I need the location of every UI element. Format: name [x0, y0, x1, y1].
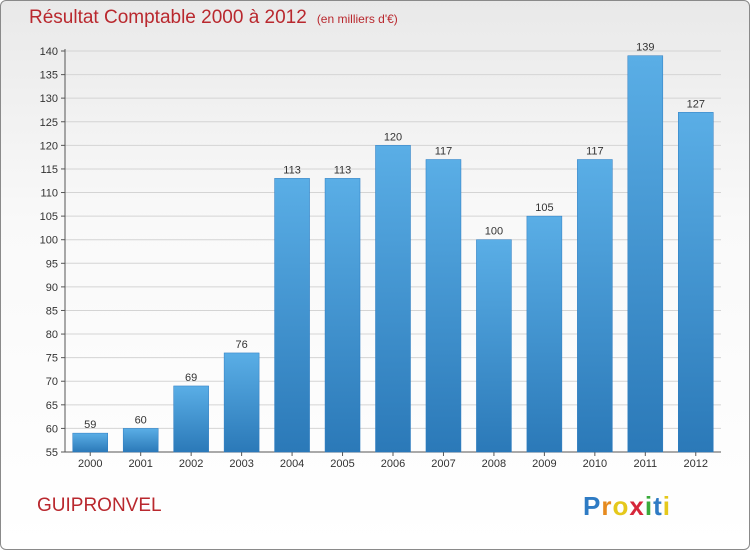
y-tick-label: 120 [40, 140, 58, 152]
y-tick-label: 80 [46, 329, 58, 341]
logo-letter: t [653, 491, 663, 521]
chart-title: Résultat Comptable 2000 à 2012 (en millie… [29, 7, 398, 29]
bar [223, 352, 260, 453]
x-tick-label: 2004 [280, 458, 304, 470]
data-labels: 59 60 69 76 113 113 120 117 100 105 117 139 127 [84, 42, 705, 431]
bar [476, 239, 512, 453]
x-tick-label: 2001 [128, 458, 152, 470]
x-tick-label: 2000 [78, 458, 102, 470]
chart-subtitle: (en milliers d'€) [316, 12, 398, 26]
logo-letter: r [601, 491, 613, 521]
axes: 55 60 65 70 75 80 85 90 95 100 105 110 115 120 125 130 1… [40, 46, 721, 470]
bar-value-label: 59 [84, 419, 96, 431]
bar [173, 385, 209, 453]
bar-value-label: 127 [687, 98, 705, 110]
bar-value-label: 76 [235, 339, 247, 351]
x-tick-label: 2009 [532, 458, 556, 470]
bar [324, 178, 361, 453]
x-tick-label: 2007 [431, 458, 455, 470]
y-tick-label: 135 [40, 70, 58, 82]
y-tick-label: 100 [40, 235, 58, 247]
x-tick-label: 2002 [179, 458, 203, 470]
y-tick-label: 65 [46, 400, 58, 412]
proxiti-logo: Proxiti [583, 491, 671, 522]
bar-value-label: 69 [185, 372, 197, 384]
logo-letter: o [612, 491, 630, 521]
bar-value-label: 105 [535, 202, 553, 214]
x-tick-label: 2008 [482, 458, 506, 470]
x-tick-label: 2011 [633, 458, 657, 470]
x-tick-label: 2010 [583, 458, 607, 470]
y-tick-label: 75 [46, 353, 58, 365]
x-tick-label: 2006 [381, 458, 405, 470]
bar-value-label: 113 [334, 164, 352, 176]
logo-letter: i [644, 491, 654, 521]
logo-letter: P [583, 491, 602, 521]
bar-value-label: 117 [435, 146, 453, 158]
y-tick-label: 140 [40, 46, 58, 58]
y-tick-label: 90 [46, 282, 58, 294]
bar [274, 178, 310, 453]
y-tick-label: 125 [40, 117, 58, 129]
bar [122, 428, 159, 453]
y-tick-label: 130 [40, 93, 58, 105]
bar [678, 112, 714, 453]
y-tick-label: 115 [40, 164, 58, 176]
bar [425, 159, 462, 453]
logo-letter: i [662, 491, 671, 521]
bars [72, 55, 714, 453]
bar [375, 145, 411, 453]
x-tick-label: 2005 [330, 458, 354, 470]
bar-value-label: 100 [485, 226, 503, 238]
bar-value-label: 120 [384, 131, 402, 143]
y-tick-label: 85 [46, 305, 58, 317]
y-tick-label: 70 [46, 376, 58, 388]
logo-letter: x [629, 491, 645, 521]
x-tick-label: 2003 [229, 458, 253, 470]
bar-value-label: 113 [283, 164, 301, 176]
bar [577, 159, 613, 453]
y-tick-label: 105 [40, 211, 58, 223]
bar [72, 432, 108, 453]
y-tick-label: 95 [46, 258, 58, 270]
y-tick-label: 110 [40, 188, 58, 200]
title-text: Résultat Comptable 2000 à 2012 [29, 7, 307, 28]
bar-value-label: 60 [135, 414, 147, 426]
y-tick-label: 60 [46, 423, 58, 435]
x-tick-label: 2012 [684, 458, 708, 470]
y-tick-label: 55 [46, 447, 58, 459]
bar [526, 215, 563, 453]
city-name: GUIPRONVEL [37, 495, 162, 516]
bar [627, 55, 664, 453]
bar-value-label: 117 [586, 146, 604, 158]
bar-value-label: 139 [636, 42, 654, 54]
